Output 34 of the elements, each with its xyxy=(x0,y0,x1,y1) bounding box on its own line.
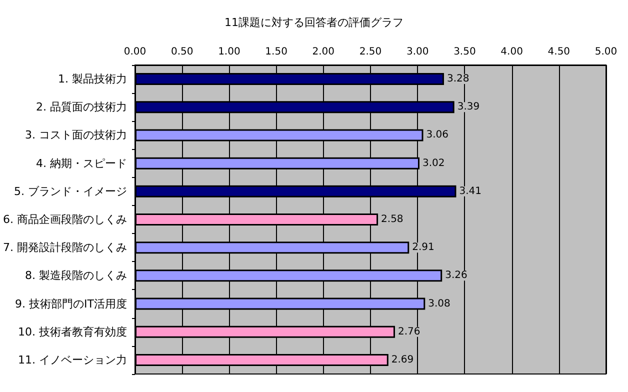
data-label: 3.28 xyxy=(446,74,470,85)
data-label: 3.06 xyxy=(426,130,449,141)
data-label: 3.39 xyxy=(457,102,480,113)
x-tick-label: 3.50 xyxy=(454,46,476,58)
x-tick-label: 2.50 xyxy=(359,46,382,58)
y-tick-label: 4. 納期・スピード xyxy=(36,156,127,170)
data-label: 3.08 xyxy=(428,298,450,310)
y-tick-label: 11. イノベーション力 xyxy=(18,353,127,366)
y-tick-label: 5. ブランド・イメージ xyxy=(14,184,127,198)
y-tick-label: 9. 技術部門のIT活用度 xyxy=(15,297,127,310)
y-tick-label: 3. コスト面の技術力 xyxy=(24,128,127,142)
x-tick-label: 0.00 xyxy=(124,46,146,58)
y-tick-label: 2. 品質面の技術力 xyxy=(36,100,127,114)
y-tick-label: 6. 商品企画段階のしくみ xyxy=(2,213,127,226)
data-label: 2.69 xyxy=(391,354,414,366)
data-label: 2.76 xyxy=(398,326,420,338)
x-tick-label: 1.50 xyxy=(265,46,288,58)
y-tick-label: 1. 製品技術力 xyxy=(58,72,127,86)
data-label: 3.41 xyxy=(459,186,482,197)
x-tick-label: 1.00 xyxy=(218,46,240,58)
x-tick-label: 3.00 xyxy=(406,46,429,58)
chart-title: 11課題に対する回答者の評価グラフ xyxy=(224,16,404,29)
x-tick-label: 2.00 xyxy=(312,46,335,58)
data-label: 3.26 xyxy=(445,270,468,282)
data-label: 2.58 xyxy=(381,214,404,225)
y-tick-label: 8. 製造段階のしくみ xyxy=(24,269,127,282)
y-tick-label: 7. 開発設計段階のしくみ xyxy=(2,241,127,254)
data-label: 3.02 xyxy=(422,158,445,169)
data-label: 2.91 xyxy=(412,242,434,254)
x-tick-label: 4.50 xyxy=(548,46,570,58)
x-tick-label: 0.50 xyxy=(170,46,194,58)
y-tick-label: 10. 技術者教育有効度 xyxy=(18,325,127,338)
x-tick-label: 4.00 xyxy=(500,46,523,58)
x-tick-label: 5.00 xyxy=(594,46,618,58)
